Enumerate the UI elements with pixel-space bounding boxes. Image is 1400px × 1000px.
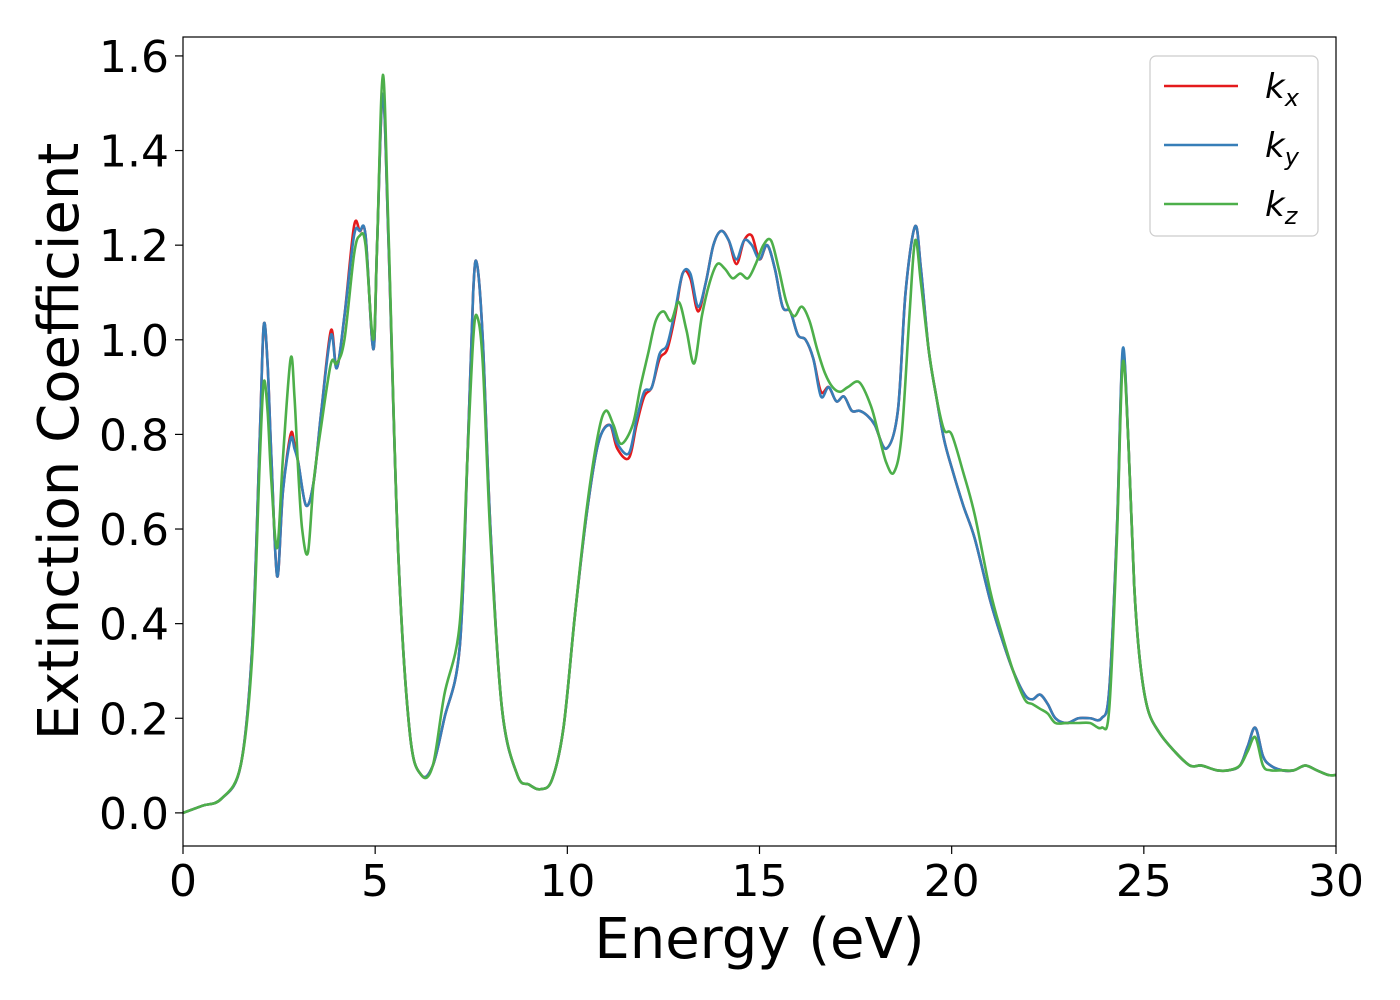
y-tick-label: 0.4 [99,600,169,651]
x-tick-label: 5 [361,856,389,907]
x-tick-label: 15 [732,856,788,907]
x-tick-label: 0 [169,856,197,907]
y-tick-label: 0.0 [99,789,169,840]
legend-label-kx: kx [1265,67,1300,112]
y-tick-label: 1.6 [99,32,169,83]
y-tick-label: 1.0 [99,316,169,367]
x-tick-label: 20 [924,856,980,907]
y-axis: 0.0 0.2 0.4 0.6 0.8 1.0 1.2 1.4 1.6 [99,32,183,840]
x-axis-label: Energy (eV) [594,907,924,972]
x-tick-label: 10 [539,856,595,907]
y-tick-label: 1.4 [99,127,169,178]
x-axis: 0 5 10 15 20 25 30 [169,846,1364,907]
series-line-kz [183,73,1336,815]
x-tick-label: 30 [1308,856,1364,907]
y-axis-label: Extinction Coefficient [27,143,92,741]
y-tick-label: 0.2 [99,694,169,745]
y-tick-label: 0.8 [99,410,169,461]
y-tick-label: 0.6 [99,505,169,556]
x-tick-label: 25 [1116,856,1172,907]
series-layer [183,73,1336,815]
y-tick-label: 1.2 [99,221,169,272]
